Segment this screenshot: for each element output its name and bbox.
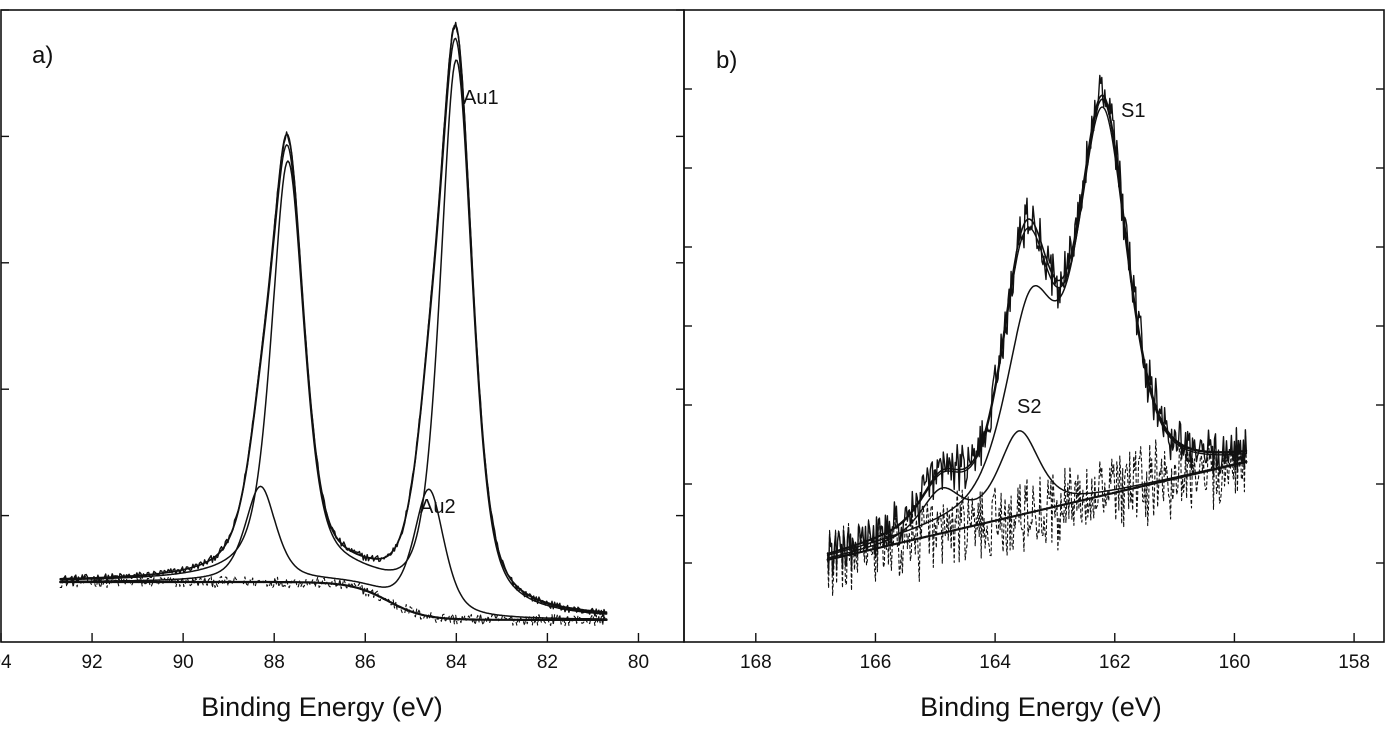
panel-a-residual bbox=[59, 575, 608, 627]
peak-label-au2: Au2 bbox=[420, 496, 456, 518]
panel-a-x-tick-label: 80 bbox=[628, 652, 649, 673]
panel-b-x-tick-label: 160 bbox=[1219, 652, 1251, 673]
panel-a-ticks: 94 92 90 88 86 84 82 80 bbox=[0, 9, 684, 673]
panel-a-component-au2 bbox=[59, 485, 608, 620]
panel-b: b) 168 166 164 162 160 158 S1 S2 Binding Ener… bbox=[683, 9, 1385, 722]
panel-a-x-tick-label: 90 bbox=[173, 652, 194, 673]
peak-label-au1: Au1 bbox=[463, 87, 499, 109]
panel-b-curves bbox=[826, 74, 1248, 597]
panel-b-residual bbox=[827, 426, 1247, 597]
panel-a-curves bbox=[59, 21, 608, 627]
panel-b-x-tick-label: 158 bbox=[1338, 652, 1370, 673]
panel-b-x-tick-label: 168 bbox=[740, 652, 772, 673]
peak-label-s2: S2 bbox=[1017, 396, 1041, 418]
panel-a-background-line bbox=[59, 580, 608, 621]
panel-a-x-axis-title: Binding Energy (eV) bbox=[201, 692, 443, 722]
panel-b-raw-data bbox=[826, 74, 1248, 576]
panel-a-x-tick-label: 84 bbox=[446, 652, 468, 673]
panel-a-x-tick-label: 86 bbox=[355, 652, 376, 673]
panel-a: a) 94 92 90 88 86 84 82 80 Au1 Au2 Binding Ener… bbox=[0, 9, 685, 722]
panel-b-label: b) bbox=[716, 47, 737, 74]
panel-b-ticks: 168 166 164 162 160 158 bbox=[684, 88, 1384, 673]
panel-a-x-tick-label: 88 bbox=[264, 652, 285, 673]
panel-b-x-axis-title: Binding Energy (eV) bbox=[920, 692, 1162, 722]
panel-b-x-tick-label: 164 bbox=[979, 652, 1011, 673]
panel-a-fit-envelope bbox=[59, 24, 608, 614]
panel-b-x-tick-label: 162 bbox=[1099, 652, 1131, 673]
panel-a-x-tick-label: 94 bbox=[0, 652, 12, 673]
panel-a-raw-data bbox=[59, 21, 608, 618]
panel-a-fit-envelope-2 bbox=[59, 37, 608, 613]
panel-b-x-tick-label: 166 bbox=[860, 652, 892, 673]
panel-b-frame bbox=[683, 9, 1385, 643]
peak-label-s1: S1 bbox=[1121, 100, 1145, 122]
panel-a-frame bbox=[0, 9, 685, 643]
panel-a-x-tick-label: 92 bbox=[81, 652, 102, 673]
panel-b-fit-envelope bbox=[826, 94, 1248, 555]
panel-b-background-line bbox=[826, 460, 1248, 561]
panel-a-x-tick-label: 82 bbox=[537, 652, 558, 673]
panel-a-label: a) bbox=[32, 42, 53, 69]
